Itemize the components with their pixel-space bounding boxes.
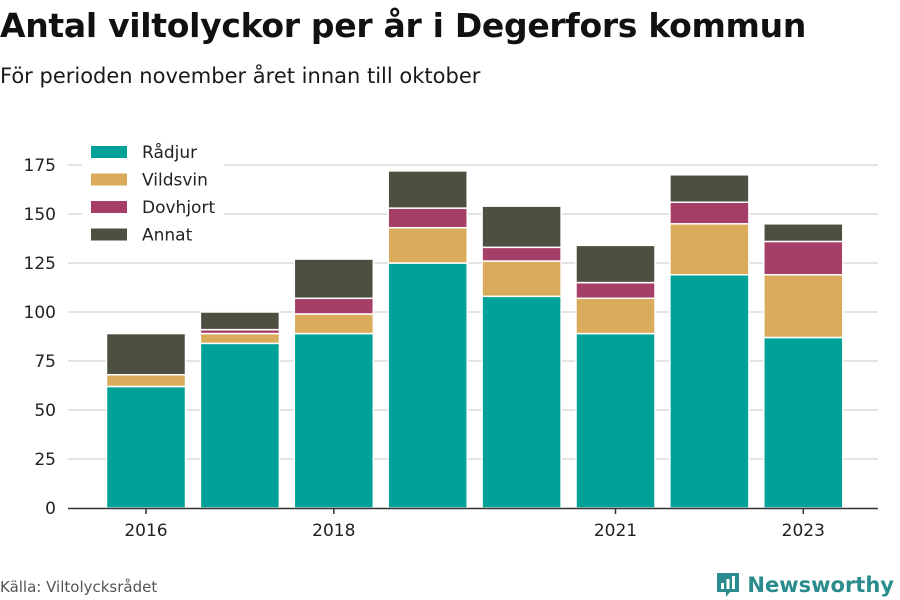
x-axis-ticks: 2016 2018 2021 2023 [124,508,825,541]
bar-2016-Rådjur [105,385,187,509]
bar-2018-Rådjur [293,332,375,509]
bar-2019-Annat [387,170,468,209]
y-tick-label: 50 [34,401,56,421]
bar-2021-Dovhjort [575,281,656,300]
bar-2021-Vildsvin [575,297,656,335]
legend-swatch-Vildsvin [91,173,127,186]
legend-label-Vildsvin: Vildsvin [142,171,208,191]
legend: Rådjur Vildsvin Dovhjort Annat [82,138,224,250]
bar-2021-Annat [575,244,656,284]
bar-2022-Annat [669,174,750,203]
bar-2020-Annat [481,205,562,249]
legend-label-Annat: Annat [142,226,193,246]
legend-swatch-Annat [91,228,127,241]
y-tick-label: 25 [34,450,56,470]
bar-2020-Dovhjort [481,246,562,262]
chart-title: Antal viltolyckor per år i Degerfors kom… [0,6,807,45]
y-tick-label: 0 [45,499,56,519]
y-axis-ticks: 0 25 50 75 100 125 150 175 [24,156,56,519]
y-tick-label: 175 [24,156,56,176]
y-tick-label: 100 [24,303,56,323]
bar-2018-Annat [293,258,375,300]
bar-2019-Rådjur [387,262,468,509]
chart-subtitle: För perioden november året innan till ok… [0,64,481,88]
x-tick-label: 2023 [782,521,825,541]
legend-swatch-Rådjur [91,146,127,158]
legend-label-Rådjur: Rådjur [142,142,197,163]
bar-2018-Dovhjort [293,297,375,315]
bar-2020-Rådjur [481,295,562,509]
x-tick-label: 2018 [312,521,355,541]
x-tick-label: 2016 [124,521,167,541]
bar-2016-Vildsvin [105,373,187,388]
bar-2016-Annat [105,332,187,376]
bar-2022-Vildsvin [669,223,750,276]
y-tick-label: 75 [34,352,56,372]
bar-2019-Vildsvin [387,226,468,264]
bar-2021-Rådjur [575,332,656,509]
bar-2017-Annat [199,311,281,331]
source-note: Källa: Viltolycksrådet [0,578,158,596]
bar-2023-Rådjur [763,336,844,509]
bar-2018-Vildsvin [293,313,375,335]
x-tick-label: 2021 [594,521,637,541]
bars [105,170,844,509]
legend-swatch-Dovhjort [91,201,127,213]
bar-2019-Dovhjort [387,207,468,229]
brand-logo: Newsworthy [715,570,894,600]
bar-2023-Annat [763,223,844,243]
brand-name: Newsworthy [747,573,894,597]
bar-chart-logo-icon [717,573,740,597]
y-tick-label: 150 [24,205,56,225]
legend-label-Dovhjort: Dovhjort [142,198,215,218]
bar-2017-Rådjur [199,342,281,509]
y-tick-label: 125 [24,254,56,274]
bar-2023-Vildsvin [763,274,844,339]
bar-2023-Dovhjort [763,240,844,276]
bar-2017-Vildsvin [199,332,281,345]
bar-2020-Vildsvin [481,260,562,298]
bar-2022-Rådjur [669,274,750,509]
bar-2022-Dovhjort [669,201,750,225]
